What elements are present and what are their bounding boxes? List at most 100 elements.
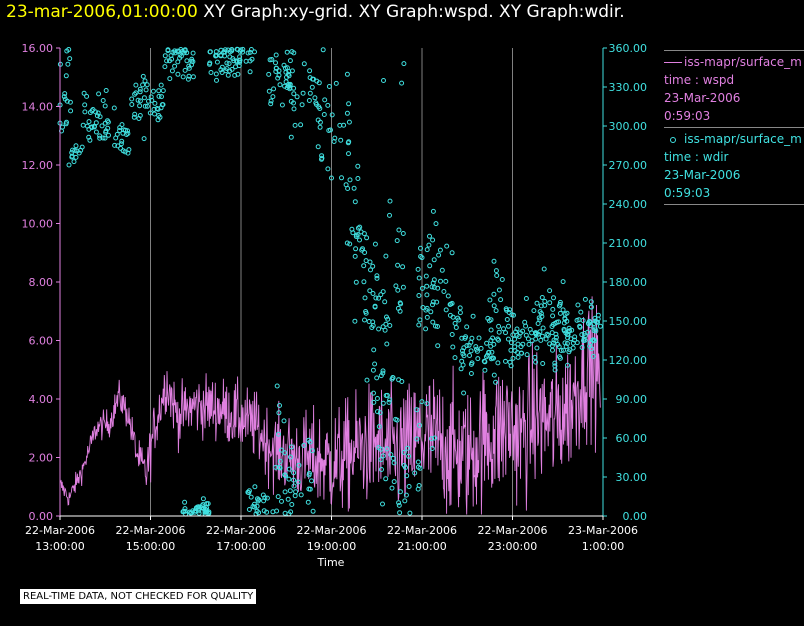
wdir-point	[572, 334, 578, 340]
wdir-point	[581, 338, 586, 344]
wdir-point	[367, 259, 373, 265]
legend-wdir: iss-mapr/surface_m time : wdir 23-Mar-20…	[664, 130, 804, 202]
x-tick-date: 22-Mar-2006	[25, 524, 95, 537]
wdir-point	[204, 505, 210, 511]
wdir-point	[273, 52, 279, 58]
wdir-point	[117, 125, 123, 131]
wdir-point	[289, 68, 295, 74]
wdir-point	[587, 343, 593, 349]
wdir-point	[362, 295, 368, 301]
wdir-point	[481, 358, 487, 364]
wdir-point	[380, 400, 386, 406]
wspd-series	[59, 296, 601, 515]
wdir-point	[467, 353, 472, 358]
wdir-point	[383, 476, 389, 482]
wdir-point	[291, 483, 297, 489]
wdir-point	[172, 50, 178, 56]
wdir-point	[418, 245, 423, 251]
wdir-point	[359, 247, 365, 253]
wdir-point	[142, 78, 148, 84]
wdir-point	[283, 473, 289, 479]
wdir-point	[67, 99, 73, 105]
legend-wdir-time: 0:59:03	[664, 186, 711, 200]
wdir-point	[496, 329, 502, 335]
wdir-point	[245, 50, 251, 56]
wdir-point	[361, 279, 367, 285]
wdir-point	[401, 61, 407, 67]
wdir-point	[508, 347, 514, 353]
wdir-point	[291, 50, 297, 56]
wdir-point	[102, 135, 108, 141]
wdir-point	[69, 153, 75, 159]
wdir-point	[80, 122, 86, 128]
wdir-point	[149, 97, 155, 103]
wdir-point	[289, 444, 294, 450]
legend-divider	[664, 50, 804, 51]
legend-wdir-field: time : wdir	[664, 150, 729, 164]
wdir-point	[200, 496, 206, 502]
wdir-point	[362, 317, 367, 323]
wdir-point	[358, 229, 364, 235]
wdir-point	[288, 134, 294, 140]
wdir-point	[293, 489, 299, 495]
wdir-point	[93, 109, 98, 115]
right-tick-label: 210.00	[609, 237, 648, 250]
wdir-point	[400, 284, 406, 290]
legend-wdir-date: 23-Mar-2006	[664, 168, 741, 182]
wdir-point	[390, 455, 396, 461]
wdir-point	[70, 147, 75, 153]
wdir-point	[347, 177, 353, 183]
right-tick-label: 0.00	[623, 510, 648, 523]
left-tick-label: 16.00	[22, 42, 54, 55]
wdir-point	[402, 498, 408, 504]
wdir-point	[435, 324, 440, 329]
wdir-point	[346, 151, 351, 157]
wdir-point	[286, 466, 292, 472]
wdir-point	[226, 61, 232, 67]
wdir-point	[353, 234, 359, 239]
wdir-point	[352, 253, 358, 259]
wdir-point	[542, 298, 548, 304]
right-tick-label: 90.00	[616, 393, 648, 406]
wdir-point	[97, 133, 103, 139]
wdir-point	[372, 241, 378, 247]
wdir-point	[414, 407, 420, 413]
wdir-point	[512, 336, 518, 342]
wdir-point	[190, 50, 196, 56]
left-tick-label: 14.00	[22, 101, 54, 114]
wdir-point	[423, 273, 429, 279]
wdir-point	[270, 94, 276, 100]
right-tick-label: 240.00	[609, 198, 648, 211]
wdir-point	[401, 449, 407, 455]
wdir-point	[243, 58, 249, 64]
left-tick-label: 2.00	[29, 452, 54, 465]
x-axis-title: Time	[317, 556, 345, 569]
wdir-point	[429, 446, 435, 451]
wdir-point	[326, 84, 332, 89]
wdir-point	[63, 121, 69, 127]
wdir-point	[186, 65, 192, 71]
wdir-point	[152, 100, 158, 106]
wdir-point	[534, 300, 540, 306]
wdir-point	[274, 508, 280, 514]
wdir-point	[296, 462, 302, 468]
wdir-point	[452, 320, 458, 326]
wdir-series	[57, 46, 603, 517]
wdir-point	[488, 343, 494, 349]
wdir-point	[430, 237, 436, 243]
wdir-point	[355, 163, 361, 169]
wdir-point	[430, 299, 436, 305]
wdir-point	[218, 67, 224, 73]
wdir-point	[444, 243, 450, 249]
wdir-point	[182, 48, 188, 54]
wdir-point	[380, 501, 385, 507]
wdir-point	[441, 289, 447, 294]
legend-wspd-date: 23-Mar-2006	[664, 91, 741, 105]
wdir-point	[276, 431, 281, 437]
wdir-point	[437, 247, 443, 253]
wdir-point	[252, 484, 258, 490]
wdir-point	[565, 335, 571, 341]
wdir-point	[478, 345, 484, 351]
wdir-point	[384, 392, 390, 398]
wdir-point	[351, 185, 357, 191]
